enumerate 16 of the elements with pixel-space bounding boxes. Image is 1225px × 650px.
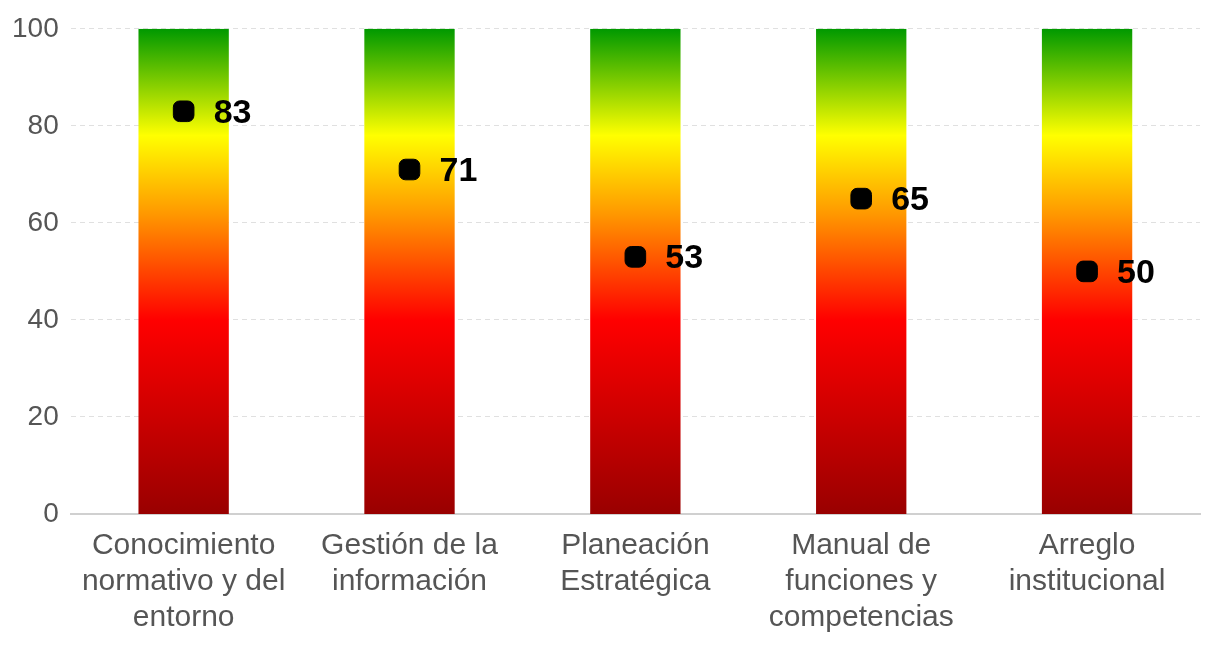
x-tick-label: Arreglo institucional	[1008, 527, 1166, 597]
x-tick-label: Planeación Estratégica	[560, 527, 711, 597]
x-tick-label: Manual de funciones y competencias	[768, 527, 954, 633]
y-tick-label: 40	[27, 302, 59, 334]
y-tick-label: 0	[43, 496, 59, 528]
point	[172, 100, 195, 123]
y-tick-label: 20	[27, 399, 59, 431]
y-tick-label: 60	[27, 205, 59, 237]
y-tick-label: 100	[12, 11, 59, 43]
y-tick-label: 80	[27, 108, 59, 140]
x-tick-label: Conocimiento normativo y del entorno	[81, 527, 286, 633]
point	[624, 246, 647, 268]
x-tick-label: Gestión de la información	[321, 527, 499, 597]
point	[850, 187, 873, 210]
point	[398, 158, 421, 181]
point	[1076, 260, 1098, 283]
